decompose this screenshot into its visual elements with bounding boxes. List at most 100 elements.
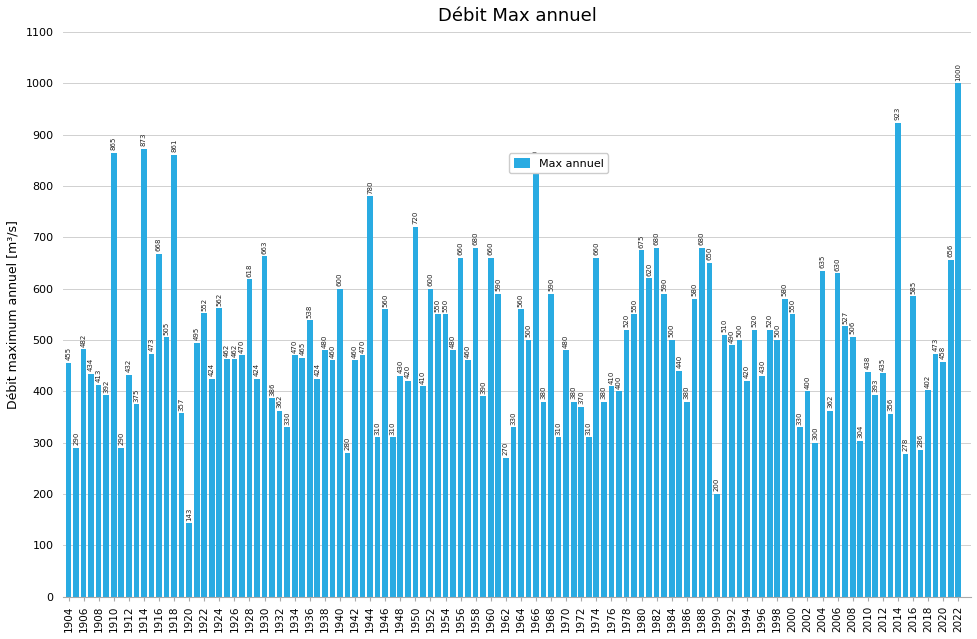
Text: 370: 370: [577, 390, 583, 404]
Text: 465: 465: [299, 342, 305, 355]
Bar: [209, 379, 214, 597]
Bar: [510, 427, 516, 597]
Text: 280: 280: [344, 437, 350, 450]
Bar: [73, 448, 79, 597]
Text: 585: 585: [909, 281, 915, 294]
Bar: [705, 263, 711, 597]
Text: 380: 380: [540, 385, 546, 399]
Text: 590: 590: [494, 278, 501, 291]
Text: 510: 510: [721, 319, 727, 332]
Text: 527: 527: [841, 311, 847, 323]
Text: 410: 410: [608, 370, 614, 383]
Bar: [216, 308, 222, 597]
Bar: [495, 294, 500, 597]
Text: 330: 330: [796, 411, 802, 425]
Bar: [291, 355, 297, 597]
Text: 473: 473: [932, 338, 938, 351]
Bar: [367, 196, 372, 597]
Bar: [563, 350, 569, 597]
Bar: [902, 454, 908, 597]
Text: 286: 286: [916, 434, 922, 447]
Text: 290: 290: [118, 432, 124, 445]
Text: 400: 400: [616, 375, 621, 389]
Title: Débit Max annuel: Débit Max annuel: [438, 7, 596, 25]
Bar: [360, 355, 365, 597]
Text: 356: 356: [886, 398, 892, 412]
Text: 375: 375: [133, 388, 139, 401]
Bar: [337, 289, 342, 597]
Text: 630: 630: [833, 257, 840, 271]
Text: 330: 330: [284, 411, 290, 425]
Text: 1000: 1000: [955, 63, 960, 81]
Bar: [179, 413, 185, 597]
Text: 430: 430: [397, 360, 403, 373]
Bar: [307, 320, 313, 597]
Text: 420: 420: [743, 365, 749, 378]
Bar: [193, 343, 199, 597]
Text: 635: 635: [819, 255, 825, 268]
Text: 380: 380: [683, 385, 689, 399]
Text: 660: 660: [488, 242, 493, 255]
Text: 413: 413: [96, 369, 102, 382]
Bar: [284, 427, 290, 597]
Text: 923: 923: [894, 107, 900, 120]
Bar: [713, 494, 719, 597]
Text: 438: 438: [864, 356, 870, 369]
Bar: [871, 395, 877, 597]
Text: 562: 562: [216, 292, 222, 305]
Text: 680: 680: [472, 231, 478, 245]
Text: 590: 590: [547, 278, 554, 291]
Bar: [593, 258, 599, 597]
Text: 278: 278: [902, 438, 908, 451]
Text: 500: 500: [736, 324, 742, 337]
Text: 660: 660: [457, 242, 463, 255]
Text: 390: 390: [480, 380, 486, 394]
Text: 393: 393: [871, 379, 877, 392]
Bar: [427, 289, 433, 597]
Text: 392: 392: [104, 380, 109, 393]
Bar: [171, 155, 177, 597]
Bar: [571, 401, 575, 597]
Bar: [864, 372, 870, 597]
Text: 560: 560: [382, 293, 388, 307]
Bar: [201, 313, 207, 597]
Bar: [104, 396, 108, 597]
Bar: [887, 414, 892, 597]
Bar: [638, 250, 644, 597]
Y-axis label: Débit maximum annuel [m³/s]: Débit maximum annuel [m³/s]: [7, 220, 20, 409]
Bar: [449, 350, 455, 597]
Bar: [699, 247, 704, 597]
Text: 310: 310: [555, 421, 561, 435]
Text: 310: 310: [374, 421, 380, 435]
Bar: [819, 271, 825, 597]
Bar: [608, 386, 614, 597]
Bar: [488, 258, 493, 597]
Bar: [774, 340, 780, 597]
Text: 590: 590: [660, 278, 666, 291]
Bar: [924, 390, 930, 597]
Bar: [118, 448, 124, 597]
Bar: [412, 227, 418, 597]
Bar: [65, 363, 71, 597]
Bar: [532, 166, 538, 597]
Text: 500: 500: [668, 324, 674, 337]
Bar: [262, 256, 267, 597]
Bar: [81, 349, 86, 597]
Text: 424: 424: [314, 363, 320, 376]
Text: 300: 300: [811, 426, 817, 440]
Text: 560: 560: [518, 293, 524, 307]
Text: 473: 473: [149, 338, 154, 351]
Bar: [472, 247, 478, 597]
Bar: [96, 385, 102, 597]
Bar: [879, 373, 885, 597]
Text: 380: 380: [600, 385, 607, 399]
Text: 668: 668: [155, 238, 162, 251]
Text: 873: 873: [141, 132, 147, 146]
Text: 495: 495: [193, 327, 199, 340]
Text: 402: 402: [924, 374, 930, 388]
Bar: [269, 399, 275, 597]
Bar: [163, 337, 169, 597]
Text: 458: 458: [939, 346, 945, 359]
Bar: [390, 438, 395, 597]
Text: 432: 432: [126, 359, 132, 373]
